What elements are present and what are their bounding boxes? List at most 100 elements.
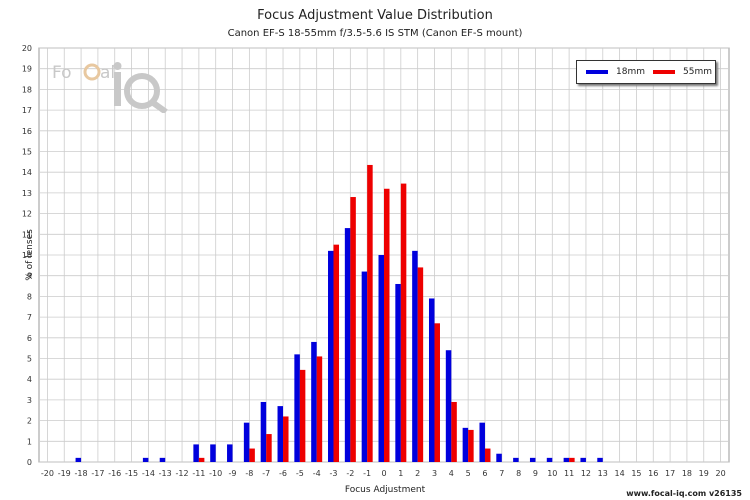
bar-55mm-11	[569, 457, 575, 462]
bar-55mm--2	[350, 197, 356, 463]
bar-55mm-1	[400, 183, 407, 462]
x-tick-label: 2	[415, 469, 420, 478]
bar-18mm--18	[75, 457, 82, 462]
x-tick-label: -10	[209, 469, 222, 478]
bar-55mm--1	[367, 164, 373, 462]
legend-swatch-18mm	[586, 70, 608, 74]
bar-55mm--4	[316, 356, 323, 462]
y-tick-label: 6	[27, 334, 32, 343]
bar-18mm-4	[445, 350, 452, 462]
x-tick-label: -19	[58, 469, 71, 478]
legend-item-18mm: 18mm	[586, 67, 645, 79]
x-tick-label: -15	[125, 469, 138, 478]
x-tick-label: 1	[398, 469, 403, 478]
y-tick-label: 11	[22, 230, 32, 239]
y-tick-label: 1	[27, 437, 32, 446]
x-tick-label: -16	[108, 469, 121, 478]
y-tick-label: 18	[22, 85, 32, 94]
bar-55mm-6	[484, 448, 491, 462]
x-tick-label: -20	[41, 469, 54, 478]
x-tick-label: 15	[631, 469, 641, 478]
x-tick-label: -5	[296, 469, 304, 478]
y-tick-label: 3	[27, 396, 32, 405]
bar-18mm-13	[597, 457, 603, 462]
x-tick-label: 5	[466, 469, 471, 478]
x-tick-label: -17	[91, 469, 104, 478]
bar-18mm-5	[462, 427, 469, 462]
x-tick-label: -4	[313, 469, 321, 478]
bar-18mm-11	[563, 457, 570, 462]
legend-swatch-55mm	[653, 70, 675, 74]
bar-55mm--3	[333, 244, 340, 462]
x-tick-label: 18	[682, 469, 692, 478]
x-tick-label: 16	[648, 469, 658, 478]
x-tick-label: 9	[533, 469, 538, 478]
bar-18mm-2	[412, 250, 418, 462]
x-tick-label: 11	[564, 469, 574, 478]
bar-18mm--4	[311, 341, 317, 462]
x-tick-label: -18	[75, 469, 88, 478]
legend-label-18mm: 18mm	[616, 67, 645, 77]
x-tick-label: 0	[381, 469, 386, 478]
x-tick-label: 4	[449, 469, 454, 478]
y-tick-label: 20	[22, 44, 32, 53]
bar-18mm--14	[142, 457, 149, 462]
bar-55mm--7	[266, 434, 272, 462]
x-tick-label: 20	[715, 469, 725, 478]
bar-55mm-0	[384, 188, 390, 462]
bar-18mm-0	[378, 255, 384, 462]
x-tick-label: -3	[330, 469, 338, 478]
bar-18mm--8	[243, 422, 250, 462]
bar-18mm-3	[428, 298, 435, 462]
y-axis-label: % of lenses	[24, 229, 35, 281]
bar-18mm--10	[210, 444, 216, 462]
y-tick-label: 15	[22, 148, 32, 157]
x-tick-label: -2	[346, 469, 354, 478]
bar-55mm--6	[283, 416, 289, 462]
x-tick-label: -11	[192, 469, 205, 478]
focal-iq-logo: Fo al	[52, 62, 168, 113]
y-tick-label: 14	[22, 168, 32, 177]
y-tick-label: 19	[22, 65, 32, 74]
y-tick-label: 0	[27, 458, 32, 467]
footer-credit: www.focal-iq.com v26135	[626, 489, 742, 498]
y-tick-label: 10	[22, 251, 32, 260]
bar-55mm-4	[451, 401, 457, 462]
x-tick-label: 3	[432, 469, 437, 478]
bar-18mm--11	[193, 444, 199, 462]
bar-18mm-12	[580, 457, 586, 462]
x-tick-label: 14	[615, 469, 625, 478]
y-tick-label: 16	[22, 127, 32, 136]
x-tick-label: 12	[581, 469, 591, 478]
y-tick-label: 9	[27, 272, 32, 281]
y-tick-label: 17	[22, 106, 32, 115]
bar-55mm-5	[468, 429, 474, 462]
bar-18mm--6	[277, 406, 284, 462]
bar-18mm--13	[159, 457, 166, 462]
bar-55mm-2	[417, 267, 424, 462]
x-tick-label: -9	[229, 469, 237, 478]
svg-text:al: al	[100, 63, 115, 83]
bar-layer	[75, 164, 603, 463]
bar-18mm-8	[513, 457, 519, 462]
y-tick-label: 2	[27, 417, 32, 426]
bar-55mm--5	[299, 369, 306, 462]
x-tick-label: 19	[699, 469, 709, 478]
bar-55mm--11	[198, 457, 205, 462]
bar-18mm-10	[546, 457, 553, 462]
x-tick-label: -1	[363, 469, 371, 478]
legend-item-55mm: 55mm	[653, 67, 712, 79]
x-axis-label: Focus Adjustment	[344, 485, 426, 495]
y-tick-label: 12	[22, 210, 32, 219]
svg-text:Fo: Fo	[52, 63, 72, 83]
x-tick-label: -13	[159, 469, 172, 478]
x-tick-label: 13	[598, 469, 608, 478]
bar-18mm--2	[344, 228, 351, 462]
x-tick-label: -12	[176, 469, 189, 478]
chart-subtitle: Canon EF-S 18-55mm f/3.5-5.6 IS STM (Can…	[227, 28, 523, 39]
chart-title: Focus Adjustment Value Distribution	[257, 8, 493, 23]
y-tick-label: 4	[27, 375, 32, 384]
x-tick-label: -14	[142, 469, 155, 478]
